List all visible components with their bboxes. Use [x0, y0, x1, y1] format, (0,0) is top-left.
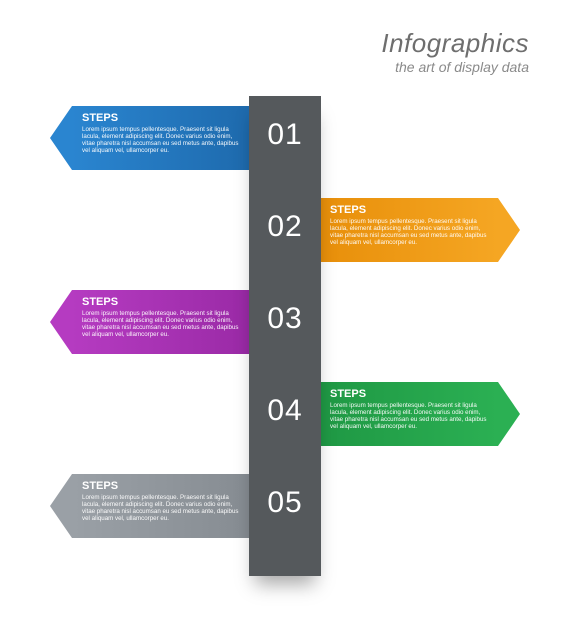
step-banner-04: STEPS Lorem ipsum tempus pellentesque. Pr… [320, 382, 520, 446]
step-number-05: 05 [249, 486, 321, 520]
banner-text: Lorem ipsum tempus pellentesque. Praesen… [82, 126, 240, 155]
step-banner-02: STEPS Lorem ipsum tempus pellentesque. Pr… [320, 198, 520, 262]
arrow-icon [50, 106, 72, 170]
arrow-icon [50, 474, 72, 538]
step-number-01: 01 [249, 118, 321, 152]
header-title: Infographics [381, 28, 529, 59]
step-number-03: 03 [249, 302, 321, 336]
header: Infographics the art of display data [381, 28, 529, 75]
banner-title: STEPS [330, 204, 488, 216]
step-banner-01: STEPS Lorem ipsum tempus pellentesque. Pr… [50, 106, 250, 170]
step-number-04: 04 [249, 394, 321, 428]
banner-text: Lorem ipsum tempus pellentesque. Praesen… [82, 494, 240, 523]
banner-body: STEPS Lorem ipsum tempus pellentesque. Pr… [72, 290, 250, 354]
banner-title: STEPS [330, 388, 488, 400]
banner-body: STEPS Lorem ipsum tempus pellentesque. Pr… [72, 106, 250, 170]
step-banner-03: STEPS Lorem ipsum tempus pellentesque. Pr… [50, 290, 250, 354]
banner-text: Lorem ipsum tempus pellentesque. Praesen… [330, 402, 488, 431]
banner-body: STEPS Lorem ipsum tempus pellentesque. Pr… [320, 382, 498, 446]
banner-title: STEPS [82, 112, 240, 124]
banner-title: STEPS [82, 296, 240, 308]
arrow-icon [50, 290, 72, 354]
arrow-icon [498, 198, 520, 262]
arrow-icon [498, 382, 520, 446]
banner-body: STEPS Lorem ipsum tempus pellentesque. Pr… [320, 198, 498, 262]
banner-text: Lorem ipsum tempus pellentesque. Praesen… [82, 310, 240, 339]
step-banner-05: STEPS Lorem ipsum tempus pellentesque. Pr… [50, 474, 250, 538]
header-subtitle: the art of display data [381, 59, 529, 75]
banner-text: Lorem ipsum tempus pellentesque. Praesen… [330, 218, 488, 247]
banner-title: STEPS [82, 480, 240, 492]
banner-body: STEPS Lorem ipsum tempus pellentesque. Pr… [72, 474, 250, 538]
step-number-02: 02 [249, 210, 321, 244]
center-column: 01 02 03 04 05 [249, 96, 321, 576]
